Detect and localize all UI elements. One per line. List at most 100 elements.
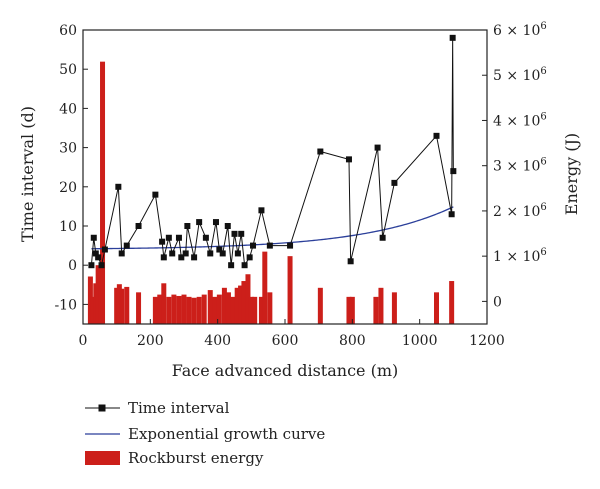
legend: Time interval Exponential growth curve R… [85, 399, 325, 467]
energy-bar [90, 296, 96, 324]
time-interval-point [101, 246, 108, 253]
time-interval-point [152, 191, 159, 198]
axis-ticks: 0 200 400 600 800 1000 1200-10010203040506001 … [54, 21, 546, 349]
left-y-tick-label: 10 [59, 219, 77, 235]
right-y-tick-label: 6 × 106 [493, 21, 547, 39]
left-y-tick-label: 60 [59, 23, 77, 39]
energy-bar [114, 287, 120, 324]
right-y-tick-label: 1 × 106 [493, 247, 547, 265]
time-interval-point [433, 132, 440, 139]
time-interval-point [374, 144, 381, 151]
time-interval-point [238, 230, 245, 237]
time-interval-line [90, 37, 454, 267]
energy-bar [346, 296, 352, 324]
energy-bar [124, 286, 130, 324]
time-interval-point [250, 242, 257, 249]
energy-bar [245, 274, 251, 324]
x-tick-label: 1200 [469, 333, 505, 349]
left-y-tick-label: 50 [59, 62, 77, 78]
time-interval-point [92, 250, 99, 257]
energy-bar [166, 296, 172, 324]
time-interval-point [317, 148, 324, 155]
time-interval-point [345, 156, 352, 163]
energy-bar [176, 295, 182, 324]
time-interval-point [202, 234, 209, 241]
x-axis-label: Face advanced distance (m) [172, 361, 399, 380]
energy-bar [225, 292, 231, 324]
energy-bar [212, 296, 218, 324]
time-interval-point [88, 262, 95, 269]
energy-bar [87, 276, 93, 324]
right-y-tick-label: 3 × 106 [493, 157, 547, 175]
energy-bar [252, 296, 258, 324]
time-interval-point [175, 234, 182, 241]
x-tick-label: 0 [79, 333, 88, 349]
time-interval-point [216, 246, 223, 253]
energy-bar [262, 251, 268, 324]
energy-bar [238, 285, 244, 324]
time-interval-point [90, 234, 97, 241]
time-interval-point [391, 179, 398, 186]
time-interval-point [182, 250, 189, 257]
energy-bar [267, 292, 273, 324]
energy-bar [181, 294, 187, 324]
x-tick-label: 400 [204, 333, 231, 349]
left-y-tick-label: 40 [59, 101, 77, 117]
left-y-axis-label: Time interval (d) [18, 106, 37, 242]
x-tick-label: 1000 [402, 333, 438, 349]
energy-bar [207, 290, 213, 324]
energy-bar [349, 296, 355, 324]
time-interval-point [123, 242, 130, 249]
left-y-tick-label: 30 [59, 141, 77, 157]
time-interval-point [159, 238, 166, 245]
energy-bar [196, 296, 202, 324]
time-interval-layer [88, 34, 457, 269]
time-interval-point [450, 168, 457, 175]
energy-bar [378, 287, 384, 324]
energy-bars [87, 61, 455, 325]
time-interval-point [115, 183, 122, 190]
plot-frame [82, 29, 488, 325]
x-tick-label: 800 [339, 333, 366, 349]
energy-bar [201, 294, 207, 324]
time-interval-point [178, 254, 185, 261]
energy-bar [119, 288, 125, 324]
energy-bar [136, 292, 142, 324]
time-interval-point [287, 242, 294, 249]
right-y-axis-label: Energy (J) [562, 133, 581, 215]
legend-item-rockburst-energy: Rockburst energy [85, 449, 264, 467]
time-interval-point [207, 250, 214, 257]
legend-item-exponential-curve: Exponential growth curve [85, 425, 325, 443]
energy-bar [449, 281, 455, 324]
energy-bar [248, 296, 254, 324]
time-interval-point [184, 223, 191, 229]
time-interval-point [135, 223, 142, 229]
energy-bar [434, 292, 439, 324]
legend-label-exponential-curve: Exponential growth curve [128, 425, 325, 443]
time-interval-point [212, 219, 219, 226]
time-interval-point [169, 250, 176, 257]
energy-bar [258, 296, 264, 324]
time-interval-point [266, 242, 273, 249]
legend-label-time-interval: Time interval [128, 399, 230, 417]
energy-bar [287, 256, 293, 324]
right-y-tick-label: 4 × 106 [493, 111, 547, 129]
time-interval-point [258, 207, 265, 214]
right-y-tick-label: 5 × 106 [493, 66, 547, 84]
time-interval-point [224, 223, 231, 229]
time-interval-point [241, 262, 248, 269]
time-interval-point [246, 254, 253, 261]
energy-bar [171, 294, 177, 324]
time-interval-point [347, 258, 354, 265]
energy-bar [391, 292, 397, 324]
left-y-tick-label: -10 [54, 297, 77, 313]
right-y-tick-label: 2 × 106 [493, 202, 547, 220]
energy-bar [221, 287, 227, 324]
x-tick-label: 600 [272, 333, 299, 349]
legend-label-rockburst-energy: Rockburst energy [128, 449, 264, 467]
energy-bar [100, 61, 106, 325]
energy-bar [373, 296, 379, 324]
energy-bar [234, 287, 240, 324]
time-interval-point [448, 211, 455, 218]
